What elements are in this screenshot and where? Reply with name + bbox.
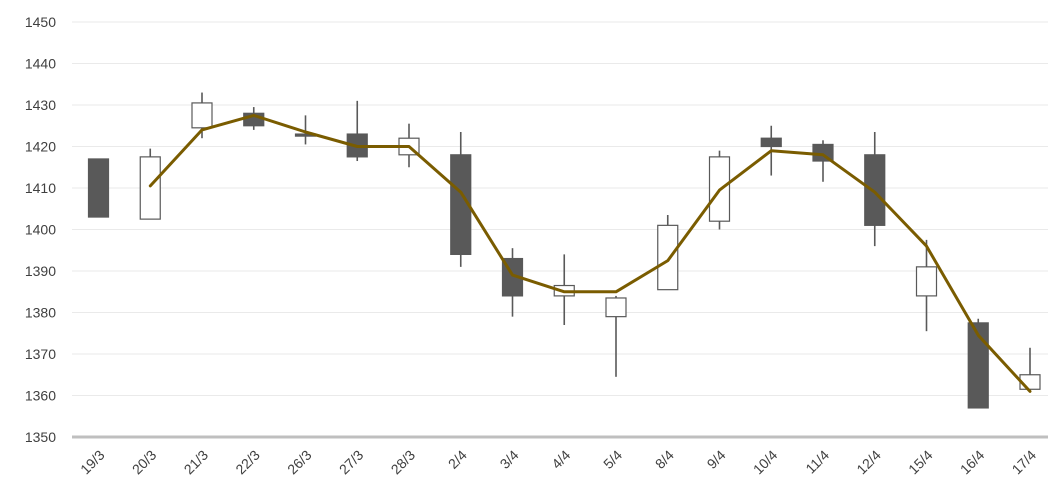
- y-tick-label: 1410: [25, 180, 56, 196]
- x-tick-label: 9/4: [704, 447, 729, 472]
- x-tick-label: 20/3: [129, 447, 160, 478]
- candle: [501, 248, 524, 317]
- x-tick-label: 3/4: [497, 447, 522, 472]
- candle: [915, 239, 938, 332]
- candle: [864, 131, 886, 247]
- y-tick-label: 1450: [25, 14, 56, 30]
- candle-body-up: [139, 156, 161, 220]
- candle-body-up: [915, 266, 938, 297]
- x-tick-label: 27/3: [336, 447, 367, 478]
- candle-body-up: [605, 297, 627, 318]
- x-tick-label: 17/4: [1009, 447, 1040, 478]
- x-axis-tick-labels: 19/3 20/3 21/3 22/3 26/3 27/3 28/3 2/4 3/4 4/4 5/4…: [77, 447, 1039, 478]
- candle: [139, 148, 161, 220]
- candle: [657, 214, 679, 291]
- candle-body-down: [967, 322, 989, 409]
- candle: [346, 100, 368, 162]
- y-tick-label: 1370: [25, 346, 56, 362]
- candle: [450, 131, 472, 267]
- y-tick-label: 1390: [25, 263, 56, 279]
- y-axis-tick-labels: 1350 1360 1370 1380 1390 1400 1410 1420 1430 1440…: [25, 14, 56, 445]
- candle: [967, 318, 989, 409]
- y-tick-label: 1380: [25, 305, 56, 321]
- y-tick-label: 1350: [25, 429, 56, 445]
- y-tick-label: 1420: [25, 139, 56, 155]
- candle: [87, 158, 110, 218]
- candle-body-down: [450, 154, 472, 256]
- candle-body-up: [657, 224, 679, 291]
- x-tick-label: 28/3: [388, 447, 419, 478]
- x-tick-label: 16/4: [957, 447, 988, 478]
- candle-body-down: [87, 158, 110, 218]
- y-tick-label: 1360: [25, 388, 56, 404]
- x-tick-label: 22/3: [232, 447, 263, 478]
- x-tick-label: 15/4: [905, 447, 936, 478]
- x-tick-label: 2/4: [445, 447, 470, 472]
- x-tick-label: 26/3: [284, 447, 315, 478]
- gridlines: [72, 21, 1048, 396]
- trend-line: [148, 113, 1032, 393]
- y-tick-label: 1430: [25, 97, 56, 113]
- x-tick-label: 19/3: [77, 447, 108, 478]
- x-tick-label: 5/4: [600, 447, 625, 472]
- x-tick-label: 12/4: [853, 447, 884, 478]
- x-tick-label: 8/4: [652, 447, 677, 472]
- candles: [87, 92, 1041, 409]
- x-tick-label: 4/4: [548, 447, 573, 472]
- y-tick-label: 1440: [25, 56, 56, 72]
- x-tick-label: 11/4: [802, 447, 832, 477]
- candle-body-down: [864, 154, 886, 226]
- y-tick-label: 1400: [25, 222, 56, 238]
- x-tick-label: 21/3: [181, 447, 212, 478]
- candle-body-up: [191, 102, 213, 129]
- x-tick-label: 10/4: [750, 447, 781, 478]
- candle-body-down: [760, 137, 782, 148]
- candle: [605, 295, 627, 377]
